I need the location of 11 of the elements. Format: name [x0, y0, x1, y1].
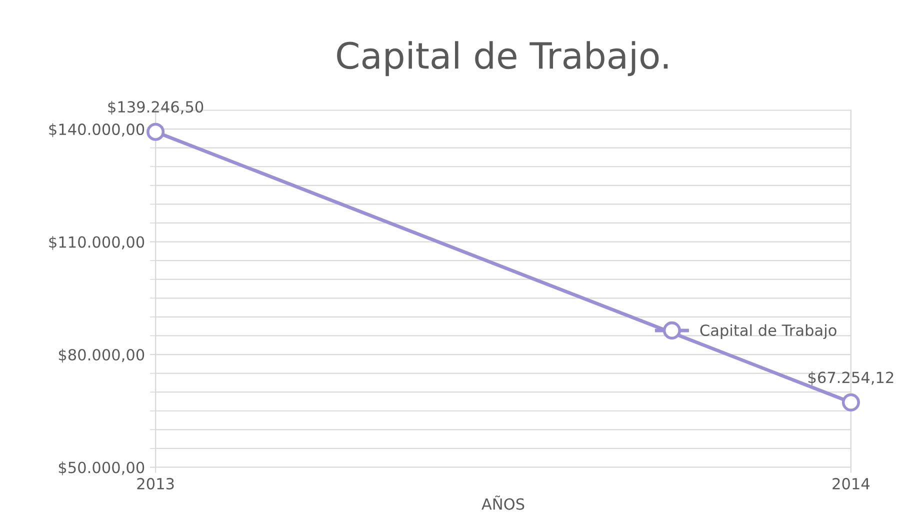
x-tick-label: 2013: [137, 478, 174, 490]
x-tick-label: 2014: [832, 478, 870, 490]
y-tick-label: $110.000,00: [49, 236, 144, 250]
y-tick-label: $140.000,00: [49, 123, 144, 138]
chart-title: Capital de Trabajo.: [337, 41, 668, 76]
data-label: $139.246,50: [108, 100, 204, 115]
data-label: $67.254,12: [808, 371, 894, 386]
legend-label: Capital de Trabajo: [700, 324, 836, 339]
y-tick-label: $50.000,00: [58, 461, 144, 476]
x-axis-title: AÑOS: [482, 496, 524, 510]
y-tick-label: $80.000,00: [58, 348, 144, 363]
